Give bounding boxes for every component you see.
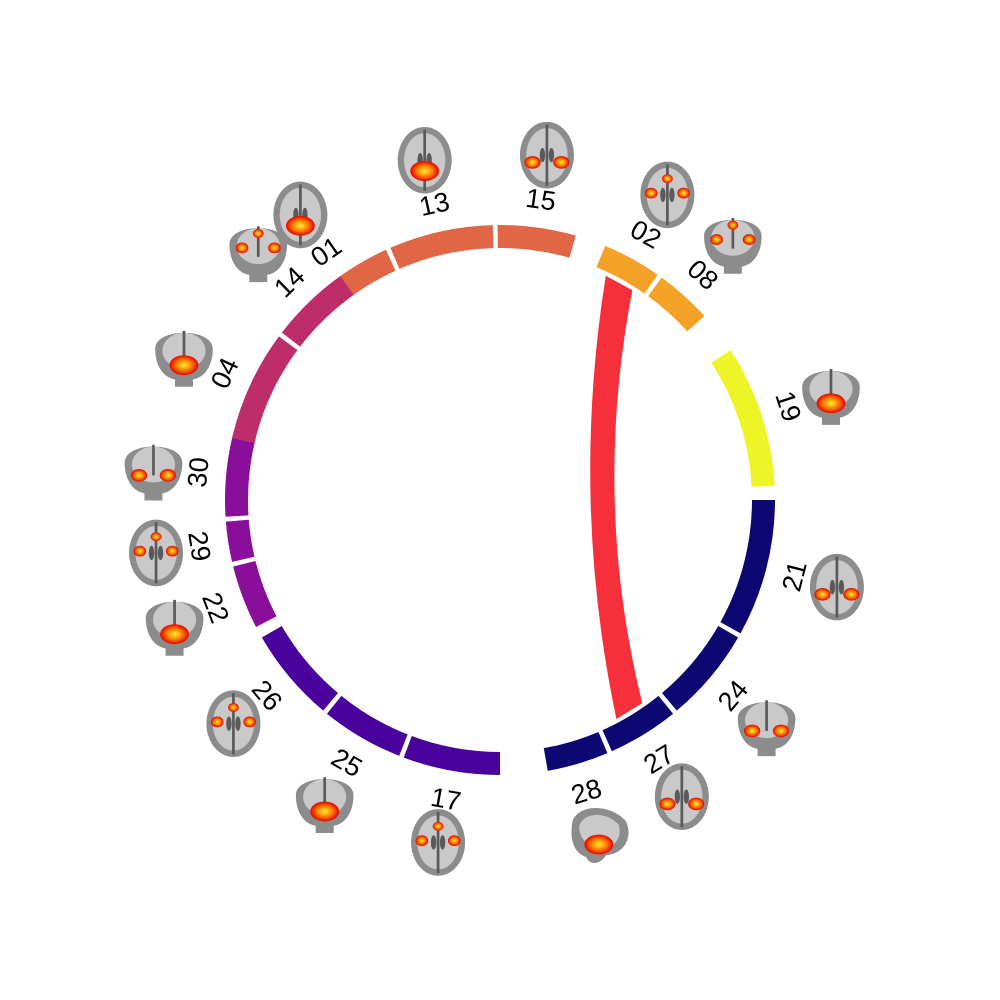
brain-scan-thumbnail-19 bbox=[802, 369, 860, 425]
segment-arc-17 bbox=[403, 736, 500, 775]
segment-label-29: 29 bbox=[182, 529, 216, 563]
brain-scan-thumbnail-14 bbox=[229, 226, 288, 283]
segment-arc-26 bbox=[261, 626, 339, 711]
connection-ribbons bbox=[590, 275, 643, 719]
segment-arcs bbox=[224, 225, 775, 775]
brain-thumbnails bbox=[124, 121, 864, 876]
brain-scan-thumbnail-01 bbox=[273, 181, 328, 249]
brain-scan-thumbnail-30 bbox=[124, 444, 183, 501]
brain-scan-thumbnail-17 bbox=[411, 809, 466, 876]
segment-arc-29 bbox=[225, 519, 255, 562]
brain-scan-thumbnail-26 bbox=[206, 690, 261, 757]
brain-scan-thumbnail-22 bbox=[145, 599, 204, 656]
brain-scan-thumbnail-21 bbox=[809, 553, 864, 621]
segment-arc-28 bbox=[543, 731, 608, 771]
segment-arc-21 bbox=[720, 500, 775, 634]
segment-arc-25 bbox=[326, 695, 408, 756]
brain-scan-thumbnail-04 bbox=[155, 330, 213, 387]
connection-ribbon-02-27 bbox=[590, 275, 643, 719]
segment-arc-08 bbox=[648, 277, 705, 332]
brain-scan-thumbnail-02 bbox=[640, 161, 695, 229]
segment-arc-30 bbox=[224, 433, 256, 517]
segment-label-21: 21 bbox=[776, 558, 813, 595]
segment-arc-19 bbox=[711, 350, 775, 487]
segment-label-25: 25 bbox=[326, 742, 367, 783]
brain-scan-thumbnail-25 bbox=[295, 777, 354, 834]
brain-scan-thumbnail-24 bbox=[737, 700, 796, 757]
brain-scan-thumbnail-13 bbox=[397, 126, 452, 194]
brain-scan-thumbnail-15 bbox=[519, 121, 574, 189]
segment-arc-13 bbox=[390, 225, 494, 269]
segment-label-19: 19 bbox=[769, 387, 807, 425]
brain-scan-thumbnail-29 bbox=[129, 519, 184, 587]
segment-arc-27 bbox=[602, 695, 674, 752]
segment-arc-02 bbox=[596, 245, 658, 294]
segment-arc-15 bbox=[497, 225, 576, 258]
segment-label-15: 15 bbox=[524, 183, 558, 217]
brain-scan-thumbnail-27 bbox=[654, 763, 709, 831]
brain-scan-thumbnail-28 bbox=[571, 808, 629, 863]
segment-label-28: 28 bbox=[568, 773, 605, 810]
segment-arc-04 bbox=[232, 336, 298, 444]
brain-scan-thumbnail-08 bbox=[704, 217, 762, 274]
segment-arc-24 bbox=[661, 626, 739, 711]
segment-label-30: 30 bbox=[182, 456, 215, 489]
segment-arc-14 bbox=[281, 276, 354, 347]
segment-arc-22 bbox=[233, 560, 277, 627]
